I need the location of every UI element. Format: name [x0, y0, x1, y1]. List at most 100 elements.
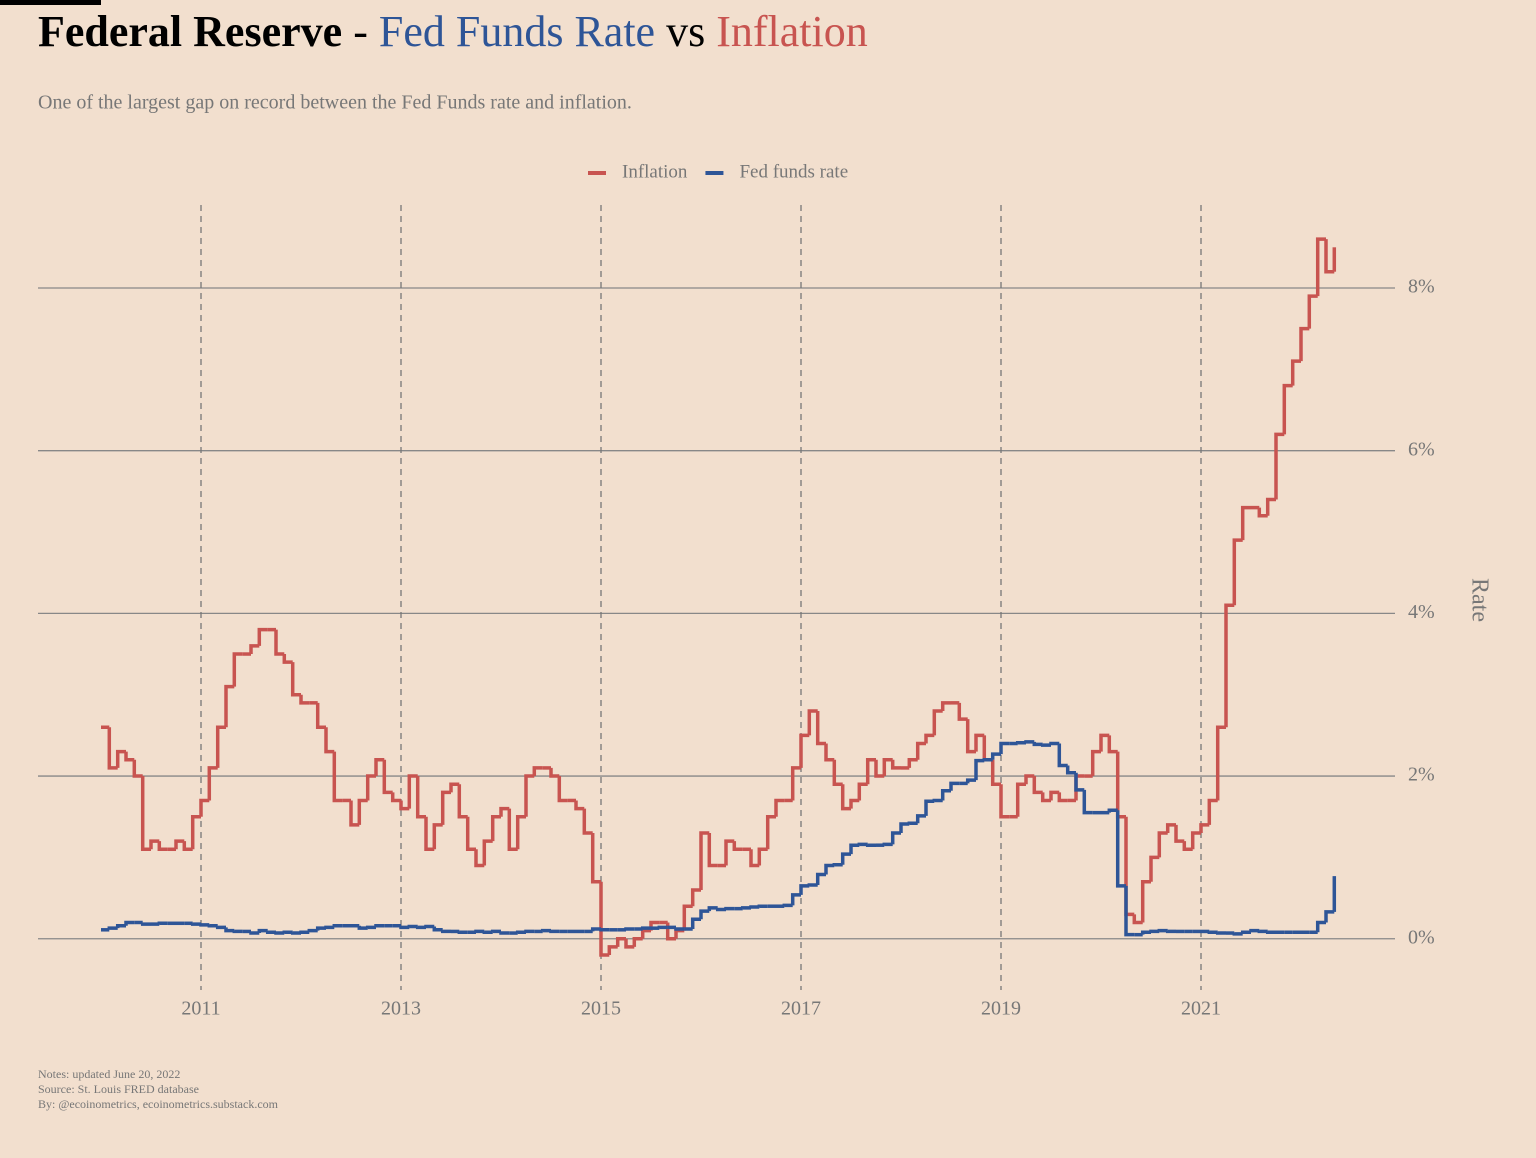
step-segment — [357, 925, 368, 930]
step-segment — [232, 652, 243, 687]
step-segment — [207, 766, 218, 801]
title-part: Federal Reserve — [38, 7, 342, 56]
step-segment — [915, 741, 926, 760]
step-segment — [774, 798, 785, 817]
step-segment — [1149, 929, 1160, 934]
step-segment — [157, 841, 168, 852]
step-segment — [882, 758, 893, 777]
step-segment — [1265, 497, 1276, 516]
step-segment — [982, 758, 993, 762]
step-segment — [749, 849, 760, 868]
step-segment — [790, 893, 801, 906]
step-segment — [415, 776, 426, 819]
step-segment — [290, 931, 301, 935]
x-tick-label: 2013 — [381, 998, 421, 1020]
step-segment — [1107, 808, 1118, 813]
step-segment — [540, 928, 551, 933]
step-segment — [915, 814, 926, 824]
step-segment — [932, 709, 943, 736]
step-segment — [924, 733, 935, 744]
step-segment — [857, 782, 868, 801]
step-segment — [840, 784, 851, 811]
step-segment — [257, 627, 268, 646]
step-segment — [440, 929, 451, 934]
step-segment — [440, 790, 451, 825]
step-segment — [924, 799, 935, 816]
step-segment — [1282, 383, 1293, 435]
step-segment — [149, 839, 160, 850]
step-segment — [1199, 823, 1210, 833]
y-tick-label: 6% — [1408, 438, 1435, 460]
step-segment — [249, 931, 260, 935]
step-segment — [249, 644, 260, 655]
step-segment — [474, 929, 485, 934]
step-segment — [1299, 326, 1310, 362]
step-segment — [424, 816, 435, 852]
step-segment — [1132, 914, 1143, 925]
step-segment — [1274, 432, 1285, 500]
step-segment — [1174, 824, 1185, 843]
step-segment — [832, 862, 843, 867]
step-segment — [532, 766, 543, 777]
x-tick-label: 2019 — [981, 998, 1021, 1020]
step-segment — [399, 800, 410, 811]
title-part: Inflation — [716, 7, 868, 56]
step-segment — [582, 808, 593, 835]
step-segment — [990, 759, 1001, 786]
step-segment — [1040, 743, 1051, 747]
step-segment — [332, 751, 343, 803]
step-segment — [1032, 741, 1043, 747]
step-segment — [315, 926, 326, 931]
x-tick-label: 2015 — [581, 998, 621, 1020]
step-segment — [1124, 885, 1135, 937]
step-segment — [515, 930, 526, 934]
subtitle: One of the largest gap on record between… — [38, 92, 632, 114]
step-segment — [849, 843, 860, 855]
step-segment — [765, 814, 776, 850]
step-segment — [549, 929, 560, 934]
legend-label: Fed funds rate — [739, 161, 848, 182]
step-segment — [365, 925, 376, 930]
step-segment — [1224, 603, 1235, 728]
step-segment — [1140, 930, 1151, 935]
step-segment — [432, 926, 443, 932]
step-segment — [290, 662, 301, 697]
step-segment — [515, 814, 526, 850]
step-segment — [257, 928, 268, 934]
step-segment — [1232, 538, 1243, 606]
step-segment — [1082, 789, 1093, 815]
x-tick-label: 2011 — [181, 998, 220, 1020]
step-segment — [1074, 772, 1085, 792]
step-segment — [1024, 774, 1035, 785]
step-segment — [1290, 359, 1301, 386]
step-segment — [224, 684, 235, 728]
step-segment — [1215, 725, 1226, 801]
step-segment — [1257, 929, 1268, 934]
y-tick-label: 0% — [1408, 926, 1435, 948]
step-segment — [990, 752, 1001, 760]
step-segment — [1315, 920, 1326, 933]
step-segment — [407, 924, 418, 929]
x-tick-label: 2021 — [1181, 998, 1221, 1020]
step-segment — [274, 629, 285, 656]
note: Source: St. Louis FRED database — [38, 1082, 199, 1096]
step-segment — [124, 751, 135, 762]
step-segment — [1157, 928, 1168, 933]
accent-bar — [0, 0, 101, 5]
step-segment — [724, 906, 735, 911]
step-segment — [1015, 782, 1026, 817]
step-segment — [199, 923, 210, 927]
step-segment — [974, 733, 985, 752]
step-segment — [299, 694, 310, 705]
step-segment — [1165, 823, 1176, 833]
step-segment — [832, 759, 843, 786]
step-segment — [632, 937, 643, 947]
x-tick-label: 2017 — [781, 998, 821, 1020]
step-segment — [865, 758, 876, 785]
step-segment — [815, 710, 826, 746]
step-segment — [1240, 930, 1251, 934]
y-tick-label: 4% — [1408, 601, 1435, 623]
step-segment — [607, 945, 618, 956]
step-segment — [265, 930, 276, 934]
